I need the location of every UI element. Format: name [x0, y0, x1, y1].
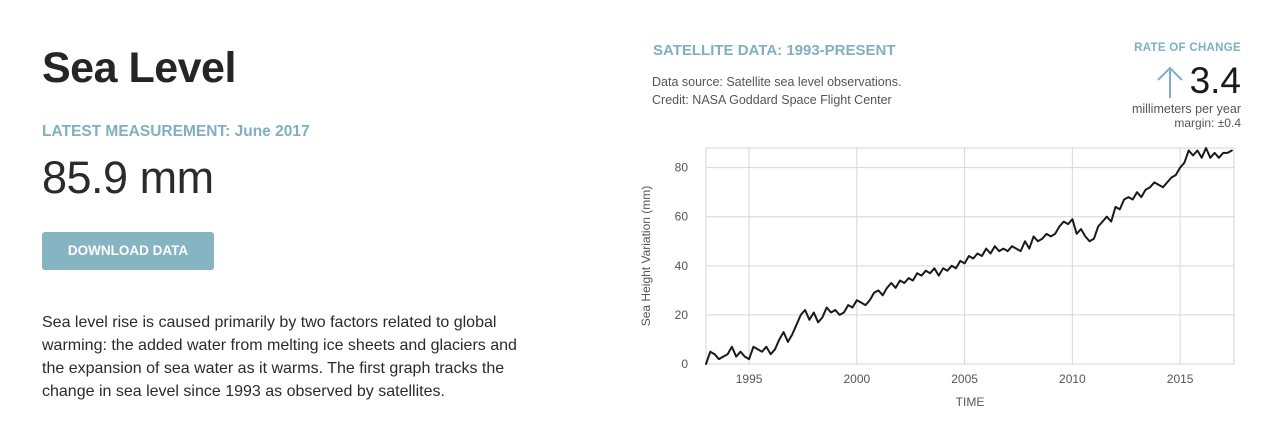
rate-of-change: RATE OF CHANGE 3.4 millimeters per year … [1021, 42, 1241, 130]
rate-margin: margin: ±0.4 [1174, 116, 1241, 130]
data-source-credit: Data source: Satellite sea level observa… [652, 73, 901, 109]
y-tick-label: 60 [675, 210, 689, 224]
x-tick-label: 2005 [951, 372, 978, 386]
download-data-button[interactable]: DOWNLOAD DATA [42, 232, 214, 270]
y-tick-label: 40 [675, 259, 689, 273]
y-tick-label: 80 [675, 161, 689, 175]
x-tick-label: 2000 [844, 372, 871, 386]
latest-measurement-value: 85.9 mm [42, 152, 214, 203]
rate-of-change-value: 3.4 [1189, 60, 1241, 101]
description-text: Sea level rise is caused primarily by tw… [42, 314, 517, 400]
rate-of-change-row: 3.4 [1021, 60, 1241, 101]
x-axis-title: TIME [956, 395, 985, 409]
y-axis-title: Sea Height Variation (mm) [639, 186, 653, 327]
y-tick-label: 0 [681, 357, 688, 371]
credit-line: Credit: NASA Goddard Space Flight Center [652, 93, 892, 107]
page-title: Sea Level [42, 44, 236, 92]
latest-measurement-label: LATEST MEASUREMENT: June 2017 [42, 123, 310, 140]
rate-of-change-label: RATE OF CHANGE [1134, 42, 1241, 54]
sea-level-series-line [705, 147, 1233, 365]
chart-panel-title: SATELLITE DATA: 1993-PRESENT [653, 42, 896, 59]
data-source-line: Data source: Satellite sea level observa… [652, 75, 902, 89]
x-tick-label: 2010 [1059, 372, 1086, 386]
y-tick-label: 20 [675, 308, 689, 322]
rate-unit: millimeters per year [1131, 102, 1241, 116]
x-tick-label: 2015 [1167, 372, 1194, 386]
x-tick-label: 1995 [736, 372, 763, 386]
sea-level-chart: 0 20 40 60 80 1995 2000 2005 2010 2015 TIME Sea Hei… [639, 147, 1235, 409]
arrow-up-icon [1156, 66, 1183, 98]
